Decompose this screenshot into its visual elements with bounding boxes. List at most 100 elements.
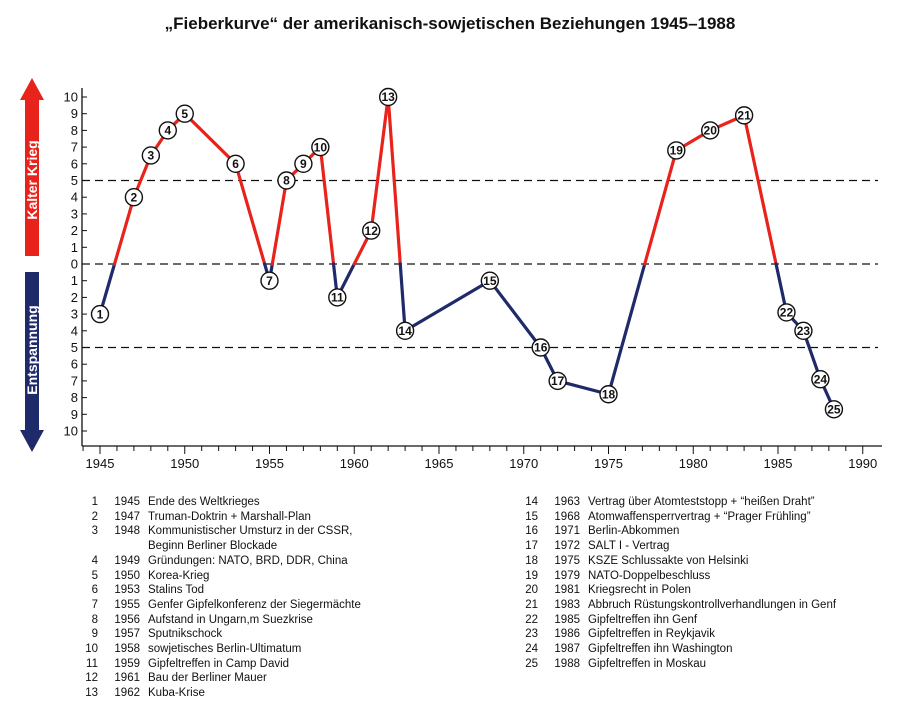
point-label-15: 15 — [483, 274, 497, 288]
legend-year: 1985 — [554, 613, 580, 626]
curve-segment — [234, 162, 267, 266]
point-label-9: 9 — [300, 157, 307, 171]
legend-number: 6 — [91, 584, 98, 597]
legend-row: 13 1962 Kuba-Krise — [80, 686, 361, 701]
curve-segment — [183, 112, 238, 166]
point-marker-9 — [294, 154, 313, 174]
legend-row: 7 1955 Genfer Gipfelkonferenz der Siegermä… — [80, 598, 361, 613]
curve-segment — [403, 279, 492, 333]
legend-number: 10 — [85, 643, 98, 656]
point-marker-14 — [395, 321, 415, 340]
x-tick-label-1965: 1965 — [425, 456, 454, 471]
x-tick-label-1985: 1985 — [764, 456, 793, 471]
legend-row: 14 1963 Vertrag über Atomteststopp + “heiß… — [520, 495, 836, 510]
legend-year: 1950 — [114, 569, 140, 582]
legend-number: 3 — [91, 525, 98, 538]
legend-event: Bau der Berliner Mauer — [148, 672, 267, 685]
legend-number: 16 — [525, 525, 538, 538]
chart-title: „Fieberkurve“ der amerikanisch-sowjetisc… — [164, 14, 736, 33]
legend-row: Beginn Berliner Blockade — [80, 539, 361, 554]
curve-segment — [398, 262, 407, 333]
legend-year: 1958 — [114, 643, 140, 656]
x-tick-label-1970: 1970 — [509, 456, 538, 471]
legend-year: 1957 — [114, 628, 140, 641]
y-tick-label-zero-0: 0 — [71, 257, 78, 272]
point-label-23: 23 — [797, 324, 811, 338]
y-tick-label-lower-4: 4 — [71, 323, 78, 338]
y-tick-label-lower-1: 1 — [71, 273, 78, 288]
x-tick-label-1945: 1945 — [86, 456, 115, 471]
point-label-19: 19 — [670, 144, 684, 158]
y-tick-label-lower-6: 6 — [71, 357, 78, 372]
curve-segment — [318, 145, 336, 266]
legend-row: 3 1948 Kommunistischer Umsturz in der CSSR… — [80, 524, 361, 539]
point-label-6: 6 — [232, 157, 239, 171]
legend-row: 22 1985 Gipfeltreffen ihn Genf — [520, 613, 836, 628]
curve-segment — [386, 95, 402, 266]
x-tick-label-1950: 1950 — [170, 456, 199, 471]
legend-number: 12 — [85, 672, 98, 685]
legend-event: Gipfeltreffen in Moskau — [588, 657, 707, 670]
point-marker-13 — [378, 87, 398, 107]
legend-event: Ende des Weltkrieges — [148, 496, 260, 508]
legend-row: 8 1956 Aufstand in Ungarn,m Suezkrise — [80, 613, 361, 628]
legend-year: 1971 — [554, 525, 580, 538]
legend-year: 1963 — [554, 496, 580, 508]
point-label-5: 5 — [181, 107, 188, 121]
legend-right: 14 1963 Vertrag über Atomteststopp + “heiß… — [520, 495, 836, 671]
legend-row: 18 1975 KSZE Schlussakte von Helsinki — [520, 554, 836, 569]
legend-number: 2 — [91, 510, 98, 523]
point-marker-11 — [328, 288, 347, 307]
legend-number: 1 — [91, 496, 98, 508]
legend-year: 1987 — [554, 643, 580, 656]
cold-war-arrow — [20, 78, 44, 256]
legend-event: Kuba-Krise — [148, 687, 205, 700]
legend-number: 13 — [85, 687, 98, 700]
legend-row: 12 1961 Bau der Berliner Mauer — [80, 671, 361, 686]
legend-number: 17 — [525, 540, 538, 553]
point-label-14: 14 — [398, 324, 412, 338]
y-tick-label-lower-3: 3 — [71, 307, 78, 322]
legend-event: Gipfeltreffen in Camp David — [148, 657, 290, 670]
legend-event: Gipfeltreffen ihn Genf — [588, 613, 698, 626]
point-marker-2 — [124, 187, 144, 207]
legend-event: Beginn Berliner Blockade — [148, 540, 278, 553]
legend-event: Gipfeltreffen in Reykjavik — [588, 628, 715, 641]
point-marker-17 — [548, 371, 567, 391]
legend-year: 1949 — [114, 554, 140, 567]
legend-event: Atomwaffensperrvertrag + “Prager Frühlin… — [588, 510, 811, 523]
curve-segment — [488, 279, 543, 350]
legend-year: 1955 — [114, 598, 140, 611]
point-marker-10 — [311, 137, 330, 157]
legend-event: Kriegsrecht in Polen — [588, 584, 691, 597]
point-label-2: 2 — [131, 190, 138, 204]
point-label-22: 22 — [780, 306, 794, 320]
legend-event: Genfer Gipfelkonferenz der Siegermächte — [148, 598, 361, 611]
y-tick-label-upper-8: 8 — [71, 123, 78, 138]
y-tick-label-upper-5: 5 — [71, 173, 78, 188]
legend-number: 7 — [91, 598, 98, 611]
legend-number: 8 — [91, 613, 98, 626]
legend-number: 14 — [525, 496, 538, 508]
point-label-4: 4 — [164, 124, 171, 138]
point-label-11: 11 — [331, 291, 344, 305]
legend-row: 24 1987 Gipfeltreffen ihn Washington — [520, 642, 836, 657]
legend-row: 23 1986 Gipfeltreffen in Reykjavik — [520, 627, 836, 642]
legend-number: 23 — [525, 628, 538, 641]
x-tick-label-1980: 1980 — [679, 456, 708, 471]
legend-year: 1948 — [114, 525, 140, 538]
legend-event: Sputnikschock — [148, 628, 223, 641]
legend-year: 1983 — [554, 598, 580, 611]
point-label-12: 12 — [365, 224, 379, 238]
legend-event: Gründungen: NATO, BRD, DDR, China — [148, 554, 348, 567]
legend-number — [80, 539, 98, 554]
point-label-16: 16 — [534, 341, 548, 355]
y-tick-label-upper-4: 4 — [71, 190, 78, 205]
legend-year: 1972 — [554, 540, 580, 553]
detente-label: Entspannung — [24, 305, 40, 394]
legend-row: 25 1988 Gipfeltreffen in Moskau — [520, 657, 836, 672]
point-marker-1 — [90, 304, 110, 324]
legend-row: 19 1979 NATO-Doppelbeschluss — [520, 569, 836, 584]
legend-number: 15 — [525, 510, 538, 523]
legend-row: 6 1953 Stalins Tod — [80, 583, 361, 598]
